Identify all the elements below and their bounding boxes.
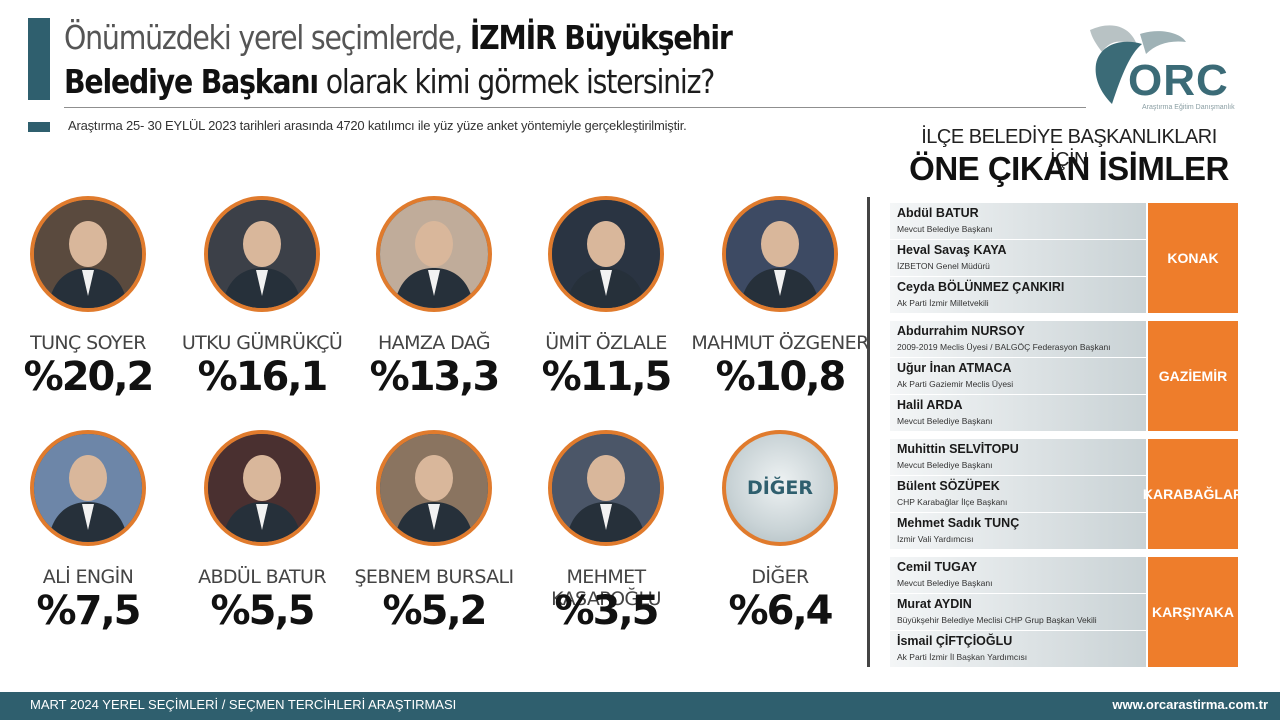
district-candidate-row: Mehmet Sadık TUNÇ İzmir Vali Yardımcısı xyxy=(890,513,1146,550)
district-candidate-row: Heval Savaş KAYA İZBETON Genel Müdürü xyxy=(890,240,1146,277)
title-accent-bar xyxy=(28,18,50,100)
vertical-divider xyxy=(867,197,870,667)
candidate-name: DİĞER xyxy=(751,566,809,588)
district-label: GAZİEMİR xyxy=(1158,368,1228,384)
footer-url[interactable]: www.orcarastirma.com.tr xyxy=(1112,697,1268,712)
district-candidate-name: İsmail ÇİFTÇİOĞLU xyxy=(897,634,1013,648)
page-title: Önümüzdeki yerel seçimlerde, İZMİR Büyük… xyxy=(64,16,733,104)
district-label: KARABAĞLAR xyxy=(1142,486,1244,502)
district-candidate-row: Murat AYDIN Büyükşehir Belediye Meclisi C… xyxy=(890,594,1146,631)
title-bold2: Belediye Başkanı xyxy=(64,62,319,101)
district-candidate-row: Cemil TUGAY Mevcut Belediye Başkanı xyxy=(890,557,1146,594)
district-candidate-name: Abdül BATUR xyxy=(897,206,979,220)
title-bold1: İZMİR Büyükşehir xyxy=(469,18,733,57)
logo-text: ORC xyxy=(1128,56,1229,105)
candidate-percentage: %6,4 xyxy=(728,588,834,634)
district-candidate-title: Ak Parti İzmir Milletvekili xyxy=(897,298,989,308)
candidate-name: ALİ ENGİN xyxy=(42,566,134,588)
candidate-percentage: %20,2 xyxy=(23,354,155,400)
candidate-photo xyxy=(722,196,838,312)
district-candidate-name: Cemil TUGAY xyxy=(897,560,978,574)
footer-bar: MART 2024 YEREL SEÇİMLERİ / SEÇMEN TERCİ… xyxy=(0,692,1280,720)
candidate-percentage: %7,5 xyxy=(36,588,142,634)
candidate-percentage: %16,1 xyxy=(197,354,329,400)
ilce-subheading: ÖNE ÇIKAN İSİMLER xyxy=(909,150,1229,187)
district-candidate-row: Abdurrahim NURSOY 2009-2019 Meclis Üyesi … xyxy=(890,321,1146,358)
district-candidate-row: Bülent SÖZÜPEK CHP Karabağlar İlçe Başkan… xyxy=(890,476,1146,513)
ilce-heading: İLÇE BELEDİYE BAŞKANLIKLARI İÇİN xyxy=(921,126,1217,171)
other-circle: DİĞER xyxy=(722,430,838,546)
candidate-photo xyxy=(204,430,320,546)
district-label-box: KARABAĞLAR xyxy=(1143,439,1243,549)
candidate-name: TUNÇ SOYER xyxy=(30,332,146,354)
district-candidate-row: Halil ARDA Mevcut Belediye Başkanı xyxy=(890,395,1146,432)
district-candidate-row: Muhittin SELVİTOPU Mevcut Belediye Başkan… xyxy=(890,439,1146,476)
district-candidate-name: Abdurrahim NURSOY xyxy=(897,324,1025,338)
district-candidate-name: Bülent SÖZÜPEK xyxy=(897,479,1000,493)
district-candidate-title: Mevcut Belediye Başkanı xyxy=(897,224,993,234)
district-candidate-title: CHP Karabağlar İlçe Başkanı xyxy=(897,497,1008,507)
candidate-photo xyxy=(30,430,146,546)
subtitle-marker xyxy=(28,122,50,132)
orc-logo-icon xyxy=(1090,25,1186,104)
district-candidate-title: İzmir Vali Yardımcısı xyxy=(897,534,974,544)
candidate-name: UTKU GÜMRÜKÇÜ xyxy=(181,332,343,354)
district-candidate-title: Mevcut Belediye Başkanı xyxy=(897,578,993,588)
district-candidate-title: Ak Parti İzmir İl Başkan Yardımcısı xyxy=(897,652,1028,662)
candidate-photo xyxy=(548,430,664,546)
candidate-name: MEHMET KASAPOĞLU xyxy=(551,566,661,610)
district-candidate-row: Uğur İnan ATMACA Ak Parti Gaziemir Meclis… xyxy=(890,358,1146,395)
candidate-percentage: %3,5 xyxy=(554,588,660,634)
title-part2: olarak kimi görmek istersiniz? xyxy=(317,62,716,101)
candidate-name: MAHMUT ÖZGENER xyxy=(691,332,869,354)
district-label-box: KARŞIYAKA xyxy=(1148,557,1238,667)
district-candidate-row: Abdül BATUR Mevcut Belediye Başkanı xyxy=(890,203,1146,240)
district-candidate-title: Mevcut Belediye Başkanı xyxy=(897,416,993,426)
candidate-name: HAMZA DAĞ xyxy=(377,332,491,354)
district-candidate-name: Halil ARDA xyxy=(897,398,963,412)
district-label: KONAK xyxy=(1167,250,1219,266)
candidate-percentage: %5,5 xyxy=(210,588,316,634)
district-label-box: GAZİEMİR xyxy=(1148,321,1238,431)
candidate-photo xyxy=(548,196,664,312)
candidate-percentage: %5,2 xyxy=(382,588,488,634)
candidate-photo xyxy=(376,196,492,312)
candidate-name: ABDÜL BATUR xyxy=(198,566,326,588)
district-label-box: KONAK xyxy=(1148,203,1238,313)
district-candidate-row: İsmail ÇİFTÇİOĞLU Ak Parti İzmir İl Başka… xyxy=(890,631,1146,668)
district-candidate-name: Mehmet Sadık TUNÇ xyxy=(897,516,1020,530)
district-candidate-title: Mevcut Belediye Başkanı xyxy=(897,460,993,470)
title-part1: Önümüzdeki yerel seçimlerde, xyxy=(64,18,470,57)
district-candidate-name: Uğur İnan ATMACA xyxy=(897,361,1012,375)
candidate-name: ŞEBNEM BURSALI xyxy=(354,566,514,588)
survey-note: Araştırma 25- 30 EYLÜL 2023 tarihleri ar… xyxy=(68,118,687,133)
district-candidate-name: Muhittin SELVİTOPU xyxy=(897,442,1019,456)
district-candidate-name: Heval Savaş KAYA xyxy=(897,243,1007,257)
candidate-percentage: %13,3 xyxy=(369,354,501,400)
candidate-percentage: %10,8 xyxy=(715,354,847,400)
district-candidate-title: İZBETON Genel Müdürü xyxy=(897,261,990,271)
candidate-photo xyxy=(30,196,146,312)
district-candidate-title: 2009-2019 Meclis Üyesi / BALGÖÇ Federasy… xyxy=(897,342,1111,352)
title-divider xyxy=(64,107,1086,108)
other-circle-label: DİĞER xyxy=(746,477,814,499)
candidate-name: ÜMİT ÖZLALE xyxy=(545,332,667,354)
district-candidate-name: Ceyda BÖLÜNMEZ ÇANKIRI xyxy=(897,280,1065,294)
candidate-percentage: %11,5 xyxy=(541,354,673,400)
district-candidate-title: Ak Parti Gaziemir Meclis Üyesi xyxy=(897,379,1014,389)
logo-tagline: Araştırma Eğitim Danışmanlık xyxy=(1142,104,1235,111)
footer-title: MART 2024 YEREL SEÇİMLERİ / SEÇMEN TERCİ… xyxy=(30,697,457,712)
district-candidate-name: Murat AYDIN xyxy=(897,597,972,611)
district-candidate-row: Ceyda BÖLÜNMEZ ÇANKIRI Ak Parti İzmir Mil… xyxy=(890,277,1146,314)
district-label: KARŞIYAKA xyxy=(1152,604,1234,620)
district-candidate-title: Büyükşehir Belediye Meclisi CHP Grup Baş… xyxy=(897,615,1097,625)
candidate-photo xyxy=(204,196,320,312)
candidate-photo xyxy=(376,430,492,546)
